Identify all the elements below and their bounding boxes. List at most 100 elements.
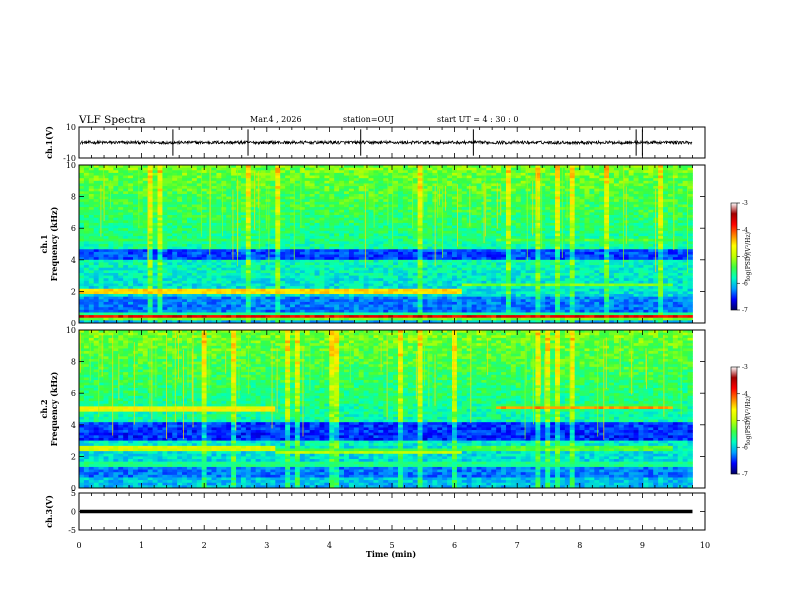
spectrogram-cell — [250, 233, 257, 237]
spectrogram-cell — [427, 317, 433, 321]
spectrogram-cell — [236, 236, 242, 240]
spectrogram-cell — [422, 307, 428, 311]
spectrogram-cell — [142, 207, 149, 211]
spectrogram-cell — [196, 204, 203, 208]
spectrogram-cell — [344, 228, 350, 232]
spectrogram-cell — [236, 301, 242, 305]
spectrogram-cell — [437, 193, 443, 197]
spectrogram-cell — [358, 259, 365, 263]
spectrogram-cell — [172, 191, 178, 195]
spectrogram-cell — [461, 267, 468, 271]
spectrogram-cell — [476, 186, 482, 190]
spectrogram-cell — [398, 209, 404, 213]
spectrogram-cell — [309, 172, 315, 176]
spectrogram-cell — [211, 301, 217, 305]
spectrogram-cell — [231, 220, 237, 224]
spectrogram-cell — [182, 278, 188, 282]
spectrogram-cell — [447, 172, 453, 176]
spectrogram-cell — [108, 288, 114, 292]
spectrogram-cell — [196, 199, 203, 203]
spectrogram-cell — [255, 301, 261, 305]
spectrogram-cell — [373, 312, 379, 316]
spectrogram-cell — [407, 299, 414, 303]
spectrogram-cell — [339, 201, 345, 205]
spectrogram-cell — [280, 178, 286, 182]
spectrogram-cell — [373, 315, 379, 319]
spectrogram-cell — [324, 236, 330, 240]
spectrogram-cell — [353, 207, 360, 211]
spectrogram-cell — [319, 312, 325, 316]
spectrogram-cell — [240, 165, 247, 169]
spectrogram-cell — [147, 304, 154, 308]
spectrogram-cell — [118, 315, 124, 319]
spectrogram-cell — [442, 167, 448, 171]
spectrogram-cell — [285, 204, 291, 208]
spectrogram-cell — [461, 275, 468, 279]
spectrogram-cell — [103, 320, 109, 323]
spectrogram-cell — [299, 304, 306, 308]
spectrogram-cell — [260, 315, 266, 319]
spectrogram-cell — [265, 217, 271, 221]
spectrogram-cell — [93, 296, 100, 300]
spectrogram-cell — [167, 301, 173, 305]
spectrogram-cell — [309, 262, 315, 266]
spectrogram-cell — [466, 249, 473, 253]
spectrogram-cell — [334, 301, 340, 305]
spectrogram-cell — [93, 288, 100, 292]
spectrogram-cell — [103, 265, 109, 269]
spectrogram-cell — [363, 180, 369, 184]
spectrogram-cell — [407, 272, 414, 276]
spectrogram-cell — [236, 191, 242, 195]
spectrogram-cell — [275, 307, 281, 311]
spectrogram-cell — [231, 315, 237, 319]
spectrogram-cell — [231, 244, 237, 248]
spectrogram-cell — [88, 178, 95, 182]
spectrogram-cell — [123, 312, 129, 316]
spectrogram-cell — [447, 299, 453, 303]
spectrogram-cell — [167, 257, 173, 261]
spectrogram-cell — [191, 172, 198, 176]
spectrogram-cell — [412, 299, 419, 303]
spectrogram-cell — [407, 228, 414, 232]
spectrogram-cell — [152, 212, 158, 216]
spectrogram-cell — [373, 175, 379, 179]
spectrogram-cell — [201, 270, 208, 274]
spectrogram-cell — [83, 251, 90, 255]
spectrogram-cell — [383, 288, 389, 292]
spectrogram-cell — [368, 230, 374, 234]
spectrogram-cell — [137, 312, 144, 316]
spectrogram-cell — [108, 236, 114, 240]
spectrogram-cell — [162, 191, 168, 195]
spectrogram-cell — [388, 191, 394, 195]
spectrogram-cell — [402, 272, 409, 276]
spectrogram-cell — [334, 209, 340, 213]
spectrogram-cell — [250, 251, 257, 255]
spectrogram-cell — [447, 278, 453, 282]
spectrogram-cell — [447, 283, 453, 287]
spectrogram-cell — [344, 222, 350, 226]
spectrogram-cell — [461, 249, 468, 253]
spectrogram-cell — [388, 225, 394, 229]
spectrogram-cell — [196, 193, 203, 197]
spectrogram-cell — [402, 257, 409, 261]
spectrogram-cell — [265, 193, 271, 197]
spectrogram-cell — [113, 222, 119, 226]
spectrogram-cell — [461, 175, 468, 179]
spectrogram-cell — [221, 188, 227, 192]
spectrogram-cell — [275, 283, 281, 287]
spectrogram-cell — [196, 165, 203, 169]
spectrogram-cell — [162, 317, 168, 321]
spectrogram-cell — [157, 172, 163, 176]
spectrogram-cell — [383, 267, 389, 271]
spectrogram-cell — [123, 170, 129, 174]
spectrogram-cell — [285, 225, 291, 229]
spectrogram-cell — [240, 288, 247, 292]
spectrogram-cell — [152, 230, 158, 234]
spectrogram-cell — [280, 288, 286, 292]
spectrogram-cell — [432, 272, 438, 276]
spectrogram-cell — [378, 204, 384, 208]
spectrogram-cell — [245, 215, 252, 219]
spectrogram-cell — [285, 275, 291, 279]
spectrogram-cell — [398, 307, 404, 311]
spectrogram-cell — [422, 196, 428, 200]
